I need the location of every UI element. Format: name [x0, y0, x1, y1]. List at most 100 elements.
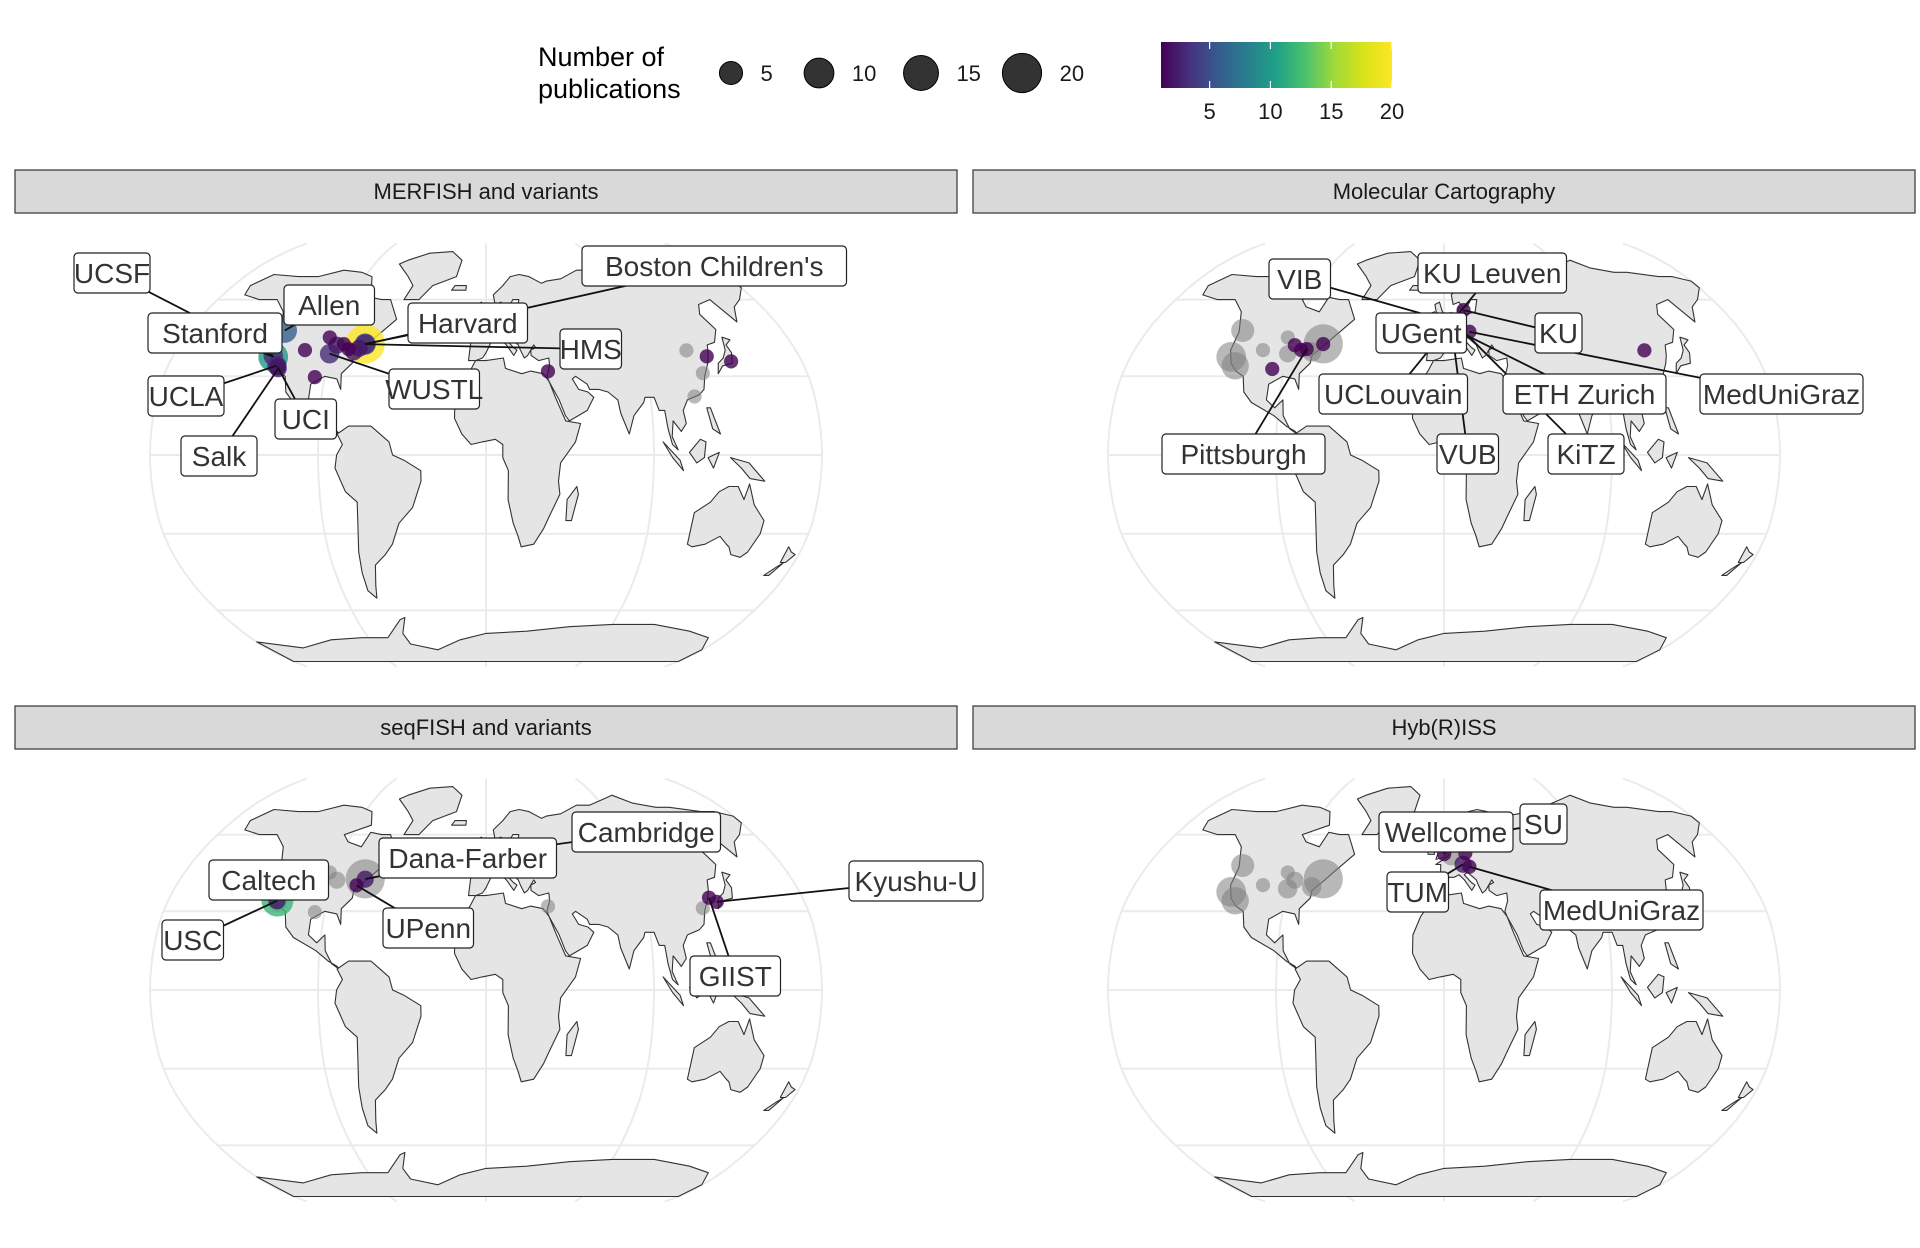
- size-legend-title-line2: publications: [538, 74, 681, 104]
- panel-seqfish: seqFISH and variants Dana-Farber Cambridg…: [14, 705, 984, 1203]
- land-polygon: [1523, 485, 1537, 522]
- label-box: [1502, 373, 1667, 415]
- other-method-point: [695, 901, 710, 916]
- color-legend-bar: [1161, 42, 1392, 88]
- institution-label: Wellcome: [1385, 817, 1507, 848]
- other-method-point: [695, 366, 710, 381]
- institution-label: UPenn: [385, 913, 471, 944]
- label-box: [581, 245, 848, 287]
- institution-point: [297, 343, 313, 358]
- label-box: [378, 837, 558, 879]
- land-polygon: [398, 786, 463, 836]
- land-polygon: [729, 992, 766, 1017]
- label-box: [1547, 433, 1625, 475]
- color-legend-label: 10: [1258, 99, 1282, 124]
- institution-label: UGent: [1381, 318, 1462, 349]
- land-polygon: [1646, 973, 1665, 999]
- other-method-point: [1221, 887, 1249, 915]
- label-box: [1519, 803, 1568, 845]
- institution-point: [341, 341, 356, 357]
- land-polygon: [1620, 976, 1643, 1007]
- institution-label: Salk: [192, 441, 247, 472]
- label-box: [1534, 312, 1583, 354]
- strip-molecular-cartography: [972, 169, 1916, 214]
- land-polygon: [729, 457, 766, 482]
- label-box: [180, 435, 258, 477]
- land-polygon: [706, 407, 722, 435]
- institution-labels: Wellcome SU TUM MedUniGraz: [1378, 803, 1704, 931]
- other-method-point: [679, 343, 694, 358]
- label-box: [1161, 433, 1326, 475]
- institution-point: [1316, 337, 1331, 352]
- institution-label: KU Leuven: [1423, 258, 1562, 289]
- size-legend-key-20: [1001, 52, 1043, 94]
- land-polygon: [707, 451, 720, 469]
- land-polygon: [763, 561, 785, 576]
- label-box: [571, 811, 722, 853]
- institution-label: WUSTL: [385, 374, 483, 405]
- label-box: [161, 919, 225, 961]
- land-polygon: [1721, 1096, 1743, 1111]
- label-box: [147, 375, 225, 417]
- label-box: [689, 955, 782, 997]
- institution-label: VIB: [1277, 264, 1322, 295]
- label-box: [1417, 252, 1568, 294]
- institution-point: [699, 349, 714, 364]
- label-box: [1378, 811, 1514, 853]
- land-polygon: [779, 546, 796, 564]
- label-box: [1699, 373, 1864, 415]
- land-polygon: [453, 892, 582, 1083]
- other-method-point: [1302, 877, 1322, 897]
- institution-label: MedUniGraz: [1543, 895, 1700, 926]
- land-polygon: [334, 425, 422, 599]
- strip-title-hybriss: Hyb(R)ISS: [1391, 715, 1496, 740]
- graticule-line: [1274, 777, 1356, 1203]
- label-box: [283, 284, 376, 326]
- land-polygon: [565, 485, 579, 522]
- land-polygon: [1646, 438, 1665, 464]
- label-box: [147, 312, 283, 354]
- graticule-line: [1622, 777, 1782, 1203]
- graticule-line: [664, 242, 824, 668]
- strip-title-molecular-cartography: Molecular Cartography: [1333, 179, 1556, 204]
- land-polygon: [1737, 1081, 1754, 1099]
- land-polygon: [453, 357, 582, 548]
- leader-line: [365, 343, 591, 350]
- institution-label: Harvard: [418, 308, 518, 339]
- institution-label: TUM: [1387, 877, 1448, 908]
- land-polygon: [1620, 441, 1643, 472]
- color-legend-label: 5: [1204, 99, 1216, 124]
- institution-label: HMS: [560, 334, 622, 365]
- institution-labels: UCSF Allen Stanford Harvard Boston Children'…: [73, 245, 848, 477]
- land-polygon: [662, 976, 685, 1007]
- other-method-point: [1231, 318, 1255, 343]
- institution-label: Boston Children's: [605, 251, 824, 282]
- institution-point: [322, 330, 337, 345]
- institution-label: Dana-Farber: [388, 843, 547, 874]
- land-polygon: [688, 438, 707, 464]
- land-polygon: [1523, 1020, 1537, 1057]
- color-legend-label: 15: [1319, 99, 1343, 124]
- size-legend-label: 10: [852, 61, 876, 86]
- land-polygon: [451, 820, 467, 826]
- world-map: [1106, 777, 1782, 1203]
- strip-seqfish: [14, 705, 958, 750]
- institution-label: UCLA: [149, 381, 224, 412]
- label-box: [1436, 433, 1500, 475]
- land-polygon: [1665, 451, 1678, 469]
- institution-label: MedUniGraz: [1703, 379, 1860, 410]
- label-box: [1318, 373, 1469, 415]
- other-method-point: [1255, 343, 1271, 358]
- land-polygon: [1664, 942, 1680, 970]
- institution-label: UCLouvain: [1324, 379, 1463, 410]
- land-polygon: [565, 1020, 579, 1057]
- panel-hybriss: Hyb(R)ISS Wellcome SU TUM MedUniGraz: [972, 705, 1916, 1203]
- other-method-point: [1221, 352, 1249, 380]
- other-method-point: [1231, 853, 1255, 878]
- strip-title-merfish: MERFISH and variants: [374, 179, 599, 204]
- institution-label: USC: [163, 925, 222, 956]
- graticule-line: [1106, 242, 1266, 668]
- land-polygon: [1687, 992, 1724, 1017]
- land-polygon: [763, 1096, 785, 1111]
